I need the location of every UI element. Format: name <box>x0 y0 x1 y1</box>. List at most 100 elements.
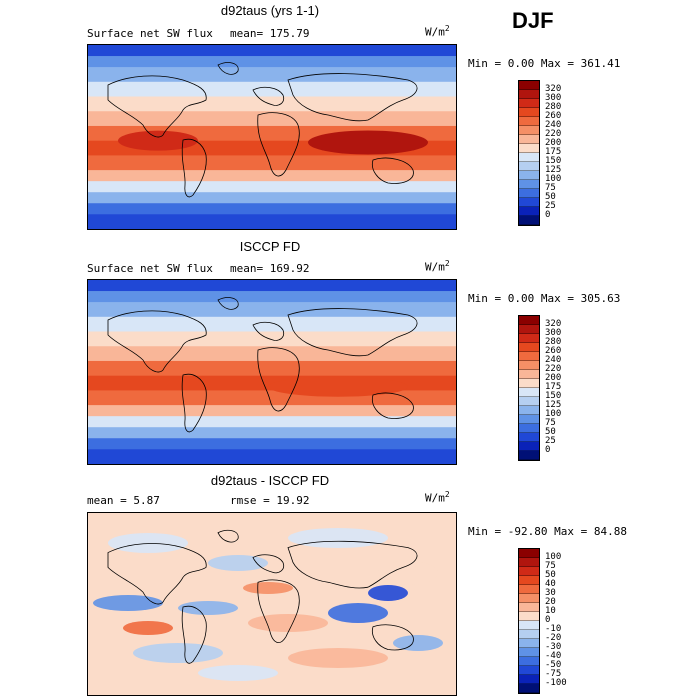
colorbar-swatch <box>519 126 539 135</box>
flux-band <box>88 427 456 440</box>
flux-maximum <box>308 130 428 155</box>
diff-anomaly <box>178 601 238 615</box>
colorbar-swatch <box>519 81 539 90</box>
colorbar-swatch <box>519 361 539 370</box>
colorbar-swatch <box>519 379 539 388</box>
colorbar-label: 100 <box>545 409 562 419</box>
coastline <box>257 579 300 643</box>
flux-band <box>88 170 456 183</box>
coastline <box>371 157 414 184</box>
flux-band <box>88 316 456 333</box>
flux-band <box>88 302 456 318</box>
coastline <box>181 605 207 664</box>
colorbar-swatch <box>519 316 539 325</box>
coastline <box>287 540 418 589</box>
diff-anomaly <box>378 561 438 585</box>
field-label: Surface net SW flux <box>87 27 213 40</box>
colorbar-swatch <box>519 603 539 612</box>
colorbar-label: 150 <box>545 156 562 166</box>
unit-label: W/m2 <box>425 490 450 505</box>
coastline <box>287 308 418 357</box>
colorbar-swatch <box>519 90 539 99</box>
colorbar: 320 300 280 260 240 220 200 175 150 125 100 75 50 25 0 <box>518 80 561 226</box>
colorbar-label: 75 <box>545 561 556 571</box>
colorbar-label: 100 <box>545 552 562 562</box>
colorbar-swatch <box>519 594 539 603</box>
colorbar-swatch <box>519 162 539 171</box>
colorbar-label: 20 <box>545 597 556 607</box>
map-field <box>88 45 456 229</box>
flux-band <box>88 405 456 418</box>
colorbar-swatch <box>519 99 539 108</box>
flux-band <box>88 111 456 127</box>
colorbar-label: 50 <box>545 192 556 202</box>
flux-maximum <box>268 376 408 397</box>
panel-title: ISCCP FD <box>239 239 301 254</box>
coastline <box>287 73 418 122</box>
colorbar-swatch <box>519 666 539 675</box>
colorbar-swatch <box>519 549 539 558</box>
minmax-label: Min = 0.00 Max = 305.63 <box>468 292 621 305</box>
coastline <box>181 138 207 198</box>
minmax-label: Min = 0.00 Max = 361.41 <box>468 57 621 70</box>
coastline <box>107 543 207 605</box>
colorbar-swatch <box>519 451 539 460</box>
coastline <box>252 86 285 106</box>
flux-band <box>88 280 456 293</box>
colorbar-swatch <box>519 433 539 442</box>
colorbar-swatch <box>519 424 539 433</box>
coastline <box>217 62 239 75</box>
colorbar-label: 300 <box>545 93 562 103</box>
diff-anomaly <box>248 614 328 632</box>
mean-label: mean = 5.87 <box>87 494 160 507</box>
colorbar-swatch <box>519 630 539 639</box>
colorbar-swatch <box>519 189 539 198</box>
diff-anomaly <box>288 648 388 668</box>
map-observed <box>87 279 457 465</box>
colorbar-swatch <box>519 684 539 693</box>
colorbar-swatch <box>519 370 539 379</box>
flux-band <box>88 291 456 304</box>
map-difference <box>87 512 457 696</box>
mean-label: mean= 169.92 <box>230 262 310 275</box>
colorbar-swatch <box>519 117 539 126</box>
diff-anomaly <box>393 635 443 651</box>
colorbar-label: -10 <box>545 624 562 634</box>
diff-anomaly <box>208 555 268 571</box>
coastline <box>217 530 239 543</box>
colorbar-swatch <box>519 352 539 361</box>
colorbar-swatch <box>519 442 539 451</box>
colorbar-swatch <box>519 343 539 352</box>
colorbar-label: 175 <box>545 147 562 157</box>
colorbar-swatch <box>519 675 539 684</box>
colorbar-label: -75 <box>545 669 562 679</box>
colorbar-swatch <box>519 388 539 397</box>
colorbar-label: 175 <box>545 382 562 392</box>
unit-label: W/m2 <box>425 259 450 274</box>
flux-band <box>88 155 456 172</box>
colorbar-label: 200 <box>545 373 562 383</box>
colorbar-swatch <box>519 576 539 585</box>
colorbar-swatch <box>519 639 539 648</box>
flux-band <box>88 181 456 194</box>
colorbar-label: 75 <box>545 418 556 428</box>
minmax-label: Min = -92.80 Max = 84.88 <box>468 525 627 538</box>
colorbar-label: 260 <box>545 111 562 121</box>
colorbar-label: 50 <box>545 427 556 437</box>
flux-band <box>88 360 456 377</box>
colorbar-swatch <box>519 567 539 576</box>
colorbar-label: 10 <box>545 606 556 616</box>
flux-band <box>88 45 456 58</box>
diff-anomaly <box>133 643 223 663</box>
colorbar-swatch <box>519 612 539 621</box>
unit-label: W/m2 <box>425 24 450 39</box>
flux-band <box>88 438 456 451</box>
coastline <box>371 392 414 419</box>
colorbar-label: 150 <box>545 391 562 401</box>
colorbar-swatch <box>519 198 539 207</box>
colorbar-swatch <box>519 171 539 180</box>
colorbar-label: -100 <box>545 678 567 688</box>
flux-band <box>88 346 456 362</box>
colorbar-label: 220 <box>545 364 562 374</box>
colorbar-label: 50 <box>545 570 556 580</box>
